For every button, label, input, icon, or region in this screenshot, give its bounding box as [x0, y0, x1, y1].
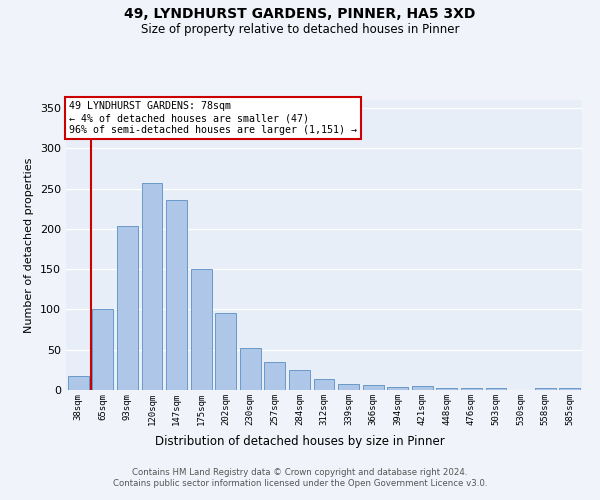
- Bar: [485, 388, 506, 390]
- Bar: [191, 269, 212, 390]
- Text: Contains HM Land Registry data © Crown copyright and database right 2024.
Contai: Contains HM Land Registry data © Crown c…: [113, 468, 487, 487]
- Bar: [166, 200, 187, 390]
- Bar: [68, 376, 89, 390]
- Y-axis label: Number of detached properties: Number of detached properties: [25, 158, 34, 332]
- Bar: [240, 348, 261, 390]
- Text: 49, LYNDHURST GARDENS, PINNER, HA5 3XD: 49, LYNDHURST GARDENS, PINNER, HA5 3XD: [124, 8, 476, 22]
- Bar: [265, 362, 286, 390]
- Bar: [559, 388, 580, 390]
- Bar: [117, 226, 138, 390]
- Bar: [314, 378, 334, 390]
- Bar: [289, 370, 310, 390]
- Bar: [362, 385, 383, 390]
- Bar: [92, 310, 113, 390]
- Bar: [461, 388, 482, 390]
- Bar: [387, 387, 408, 390]
- Bar: [338, 384, 359, 390]
- Bar: [436, 388, 457, 390]
- Text: 49 LYNDHURST GARDENS: 78sqm
← 4% of detached houses are smaller (47)
96% of semi: 49 LYNDHURST GARDENS: 78sqm ← 4% of deta…: [68, 102, 356, 134]
- Text: Distribution of detached houses by size in Pinner: Distribution of detached houses by size …: [155, 435, 445, 448]
- Bar: [142, 183, 163, 390]
- Bar: [412, 386, 433, 390]
- Bar: [215, 314, 236, 390]
- Text: Size of property relative to detached houses in Pinner: Size of property relative to detached ho…: [141, 22, 459, 36]
- Bar: [535, 388, 556, 390]
